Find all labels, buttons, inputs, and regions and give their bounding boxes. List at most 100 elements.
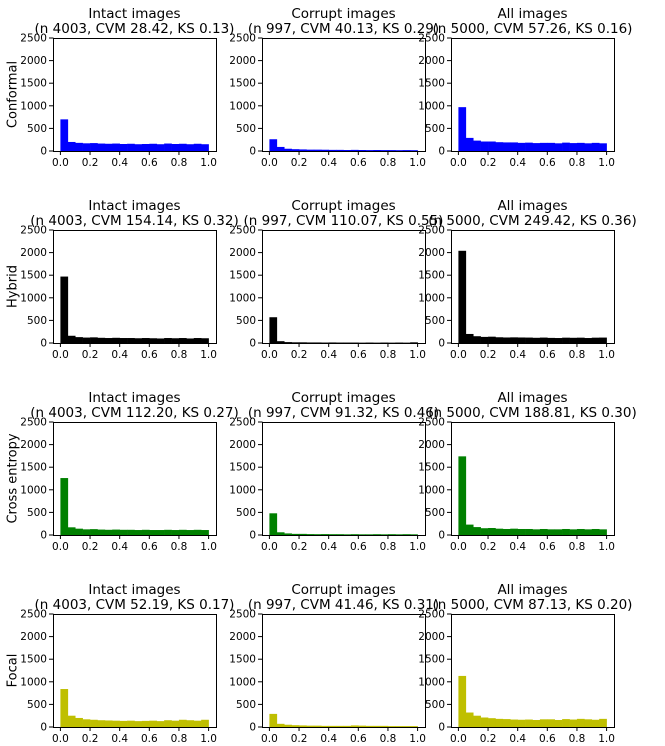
y-tick-label: 500 <box>27 123 47 135</box>
histogram-bar <box>104 143 113 151</box>
histogram-bar <box>584 719 593 727</box>
y-tick-label: 0 <box>249 530 256 542</box>
histogram-bar <box>358 725 367 727</box>
histogram-bar <box>82 719 91 727</box>
histogram-bar <box>112 143 120 151</box>
subplot-title: Corrupt images <box>291 6 395 22</box>
subplot-r1-c1: Corrupt images(n 997, CVM 110.07, KS 0.5… <box>229 198 443 361</box>
histogram-bar <box>365 725 374 727</box>
histogram-bar <box>458 675 467 727</box>
histogram-bar <box>60 478 69 535</box>
x-tick-label: 0.6 <box>539 157 556 169</box>
histogram-bar <box>82 143 91 151</box>
histogram-bar <box>473 715 481 727</box>
x-tick-label: 1.0 <box>409 541 426 553</box>
histogram-bar <box>410 150 418 151</box>
histogram-bar <box>584 143 593 151</box>
histogram-bar <box>373 534 381 535</box>
y-tick-label: 0 <box>249 338 256 350</box>
histogram-bar <box>343 150 352 151</box>
histogram-bar <box>336 149 344 151</box>
histogram-bar <box>67 141 76 151</box>
histogram-bar <box>313 149 322 151</box>
histogram-bar <box>336 534 344 535</box>
histogram-bar <box>562 142 570 151</box>
histogram-bar <box>276 532 285 535</box>
histogram-bar <box>82 337 91 343</box>
histogram-bar <box>365 150 374 151</box>
histogram-bar <box>164 338 172 343</box>
y-tick-label: 0 <box>438 338 445 350</box>
histogram-bar <box>149 530 158 535</box>
histogram-bar <box>410 726 418 727</box>
histogram-bar <box>387 150 396 151</box>
histogram-bar <box>517 337 526 343</box>
y-tick-label: 1500 <box>418 654 445 666</box>
histogram-bar <box>178 338 187 343</box>
subplot-r0-c2: All images(n 5000, CVM 57.26, KS 0.16) 0 5… <box>418 6 632 169</box>
subplot-r2-c0: Intact images(n 4003, CVM 112.20, KS 0.2… <box>20 390 238 553</box>
histogram-bar <box>171 338 180 343</box>
subplot-subtitle: (n 997, CVM 91.32, KS 0.46) <box>248 405 439 421</box>
y-tick-label: 1500 <box>229 462 256 474</box>
y-tick-label: 1500 <box>418 270 445 282</box>
histogram-bar <box>60 689 69 727</box>
y-tick-label: 1500 <box>418 78 445 90</box>
histogram-bar <box>547 529 556 535</box>
histogram-bar <box>480 336 489 343</box>
y-tick-label: 2000 <box>418 631 445 643</box>
histogram-bar <box>149 338 158 343</box>
histogram-bar <box>591 528 600 535</box>
histogram-bar <box>350 534 359 535</box>
x-tick-label: 0.0 <box>450 349 467 361</box>
histogram-bar <box>141 143 150 151</box>
x-tick-label: 0.2 <box>82 541 99 553</box>
plot-frame <box>262 422 426 536</box>
x-tick-label: 0.0 <box>261 733 278 745</box>
x-tick-label: 0.2 <box>291 157 308 169</box>
y-tick-label: 0 <box>249 722 256 734</box>
histogram-bar <box>321 725 329 727</box>
histogram-bar <box>539 719 548 727</box>
subplot-subtitle: (n 997, CVM 41.46, KS 0.31) <box>248 597 439 613</box>
x-tick-label: 0.6 <box>539 349 556 361</box>
histogram-bar <box>599 529 607 535</box>
histogram-bar <box>395 150 404 151</box>
plot-frame <box>451 614 615 728</box>
y-tick-label: 2000 <box>229 247 256 259</box>
y-tick-label: 2500 <box>20 417 47 429</box>
subplot-subtitle: (n 4003, CVM 28.42, KS 0.13) <box>35 21 235 37</box>
subplot-title: Corrupt images <box>291 390 395 406</box>
subplot-subtitle: (n 5000, CVM 249.42, KS 0.36) <box>428 213 637 229</box>
x-tick-label: 0.8 <box>171 157 188 169</box>
histogram-bar <box>112 720 120 727</box>
histogram-bar <box>97 337 106 343</box>
histogram-bar <box>269 513 278 535</box>
histogram-bar <box>458 107 467 151</box>
y-tick-label: 2000 <box>20 55 47 67</box>
histogram-bar <box>284 724 292 727</box>
histogram-bar <box>480 141 489 151</box>
x-tick-label: 0.0 <box>261 157 278 169</box>
histogram-bar <box>532 143 541 151</box>
y-tick-label: 2500 <box>418 417 445 429</box>
histogram-bar <box>402 726 411 727</box>
histogram-bar <box>112 337 120 343</box>
x-tick-label: 0.8 <box>380 733 397 745</box>
x-tick-label: 1.0 <box>598 541 615 553</box>
y-tick-label: 1000 <box>418 292 445 304</box>
histogram-bar <box>525 142 533 151</box>
histogram-bar <box>60 276 69 343</box>
histogram-bar <box>104 338 113 343</box>
subplot-r0-c0: Intact images(n 4003, CVM 28.42, KS 0.13… <box>20 6 234 169</box>
row-label-hybrid: Hybrid <box>6 265 21 308</box>
histogram-bar <box>156 144 165 151</box>
histogram-bar <box>402 150 411 151</box>
histogram-bar <box>201 338 209 343</box>
histogram-bar <box>510 337 518 343</box>
histogram-bar <box>554 143 563 151</box>
histogram-bar <box>149 720 158 727</box>
histogram-bar <box>284 533 292 535</box>
histogram-bar <box>156 721 165 727</box>
